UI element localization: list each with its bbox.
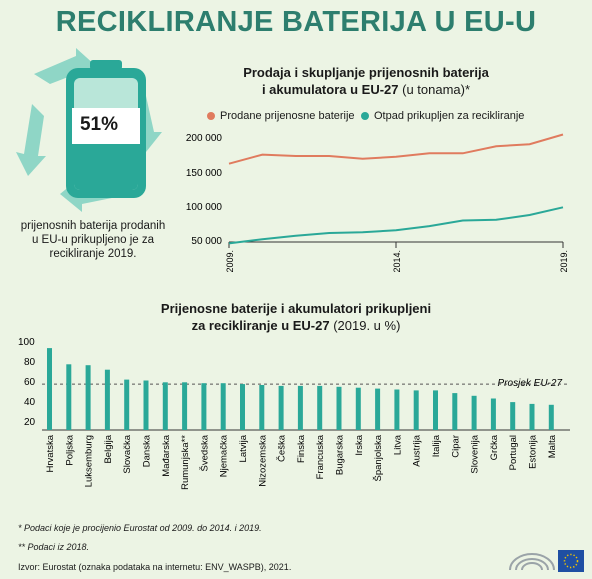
bar [529,403,535,430]
bar [162,382,168,430]
bar-category-label: Slovačka [122,434,133,473]
bar-y-tick-label: 100 [18,337,35,348]
bar [413,390,419,430]
bar-category-label: Španjolska [373,434,384,481]
bar-chart: 100 80 60 40 20 Prosjek EU-27 Hrvatska Po… [18,337,570,490]
bar-chart-title-line2-bold: za recikliranje u EU-27 [191,318,330,333]
line-chart-title: Prodaja i skupljanje prijenosnih baterij… [196,64,536,98]
bar [394,389,400,430]
footnote-2: ** Podaci iz 2018. [18,542,90,552]
bar-category-label: Hrvatska [45,434,56,472]
bar [375,388,381,430]
bar-category-label: Francuska [315,434,326,479]
y-tick-label: 50 000 [191,236,222,247]
bar-category-label: Litva [392,434,403,455]
legend-sold-label: Prodane prijenosne baterije [220,110,355,122]
legend-collected-swatch [361,112,369,120]
bar [220,383,226,430]
bar [259,385,265,430]
bar-category-label: Danska [142,434,153,467]
bar-category-label: Mađarska [161,434,172,476]
x-tick-label: 2019. [559,250,569,273]
bar-y-tick-label: 20 [24,417,36,428]
legend-sold: Prodane prijenosne baterije [207,110,355,122]
page-title: RECIKLIRANJE BATERIJA U EU-U [55,6,537,38]
bar [433,390,438,430]
stat-value: 51% [79,114,119,135]
bar-y-tick-label: 60 [24,377,36,388]
bar-category-label: Luksemburg [84,435,95,487]
bar [510,402,516,430]
bar [452,393,458,430]
bar [201,383,207,430]
line-chart-title-line2-rest: (u tonama)* [398,82,471,97]
bar-category-label: Italija [431,434,442,457]
footnote-1: * Podaci koje je procijenio Eurostat od … [18,523,262,533]
bar-chart-title-line2-rest: (2019. u %) [329,318,401,333]
bar-category-label: Belgija [103,434,114,463]
battery-recycle-graphic [14,44,164,214]
eu-flag-icon [558,550,584,572]
series-line-sold [228,133,564,165]
bar-category-label: Poljska [64,434,75,465]
bar [143,380,149,430]
bar-category-label: Nizozemska [257,434,268,486]
y-tick-label: 200 000 [186,133,223,144]
stat-description: prijenosnih baterija prodanih u EU-u pri… [20,220,166,260]
european-parliament-logo [508,546,586,574]
bar [47,348,52,430]
bar [104,369,110,430]
bar [317,385,323,430]
bar-category-label: Estonija [528,434,539,469]
series-line-collected [228,206,564,245]
bar [240,384,245,430]
x-tick-label: 2009. [225,250,235,273]
bar [548,404,554,430]
bar [182,382,188,430]
bar-category-label: Austrija [412,434,423,466]
bar [297,385,303,430]
bar-chart-title: Prijenosne baterije i akumulatori prikup… [96,300,496,334]
y-tick-label: 150 000 [186,168,223,179]
legend-sold-swatch [207,112,215,120]
bar-category-label: Slovenija [470,434,481,473]
bar [278,385,284,430]
source-note: Izvor: Eurostat (oznaka podataka na inte… [18,562,292,572]
bar [85,365,91,430]
bar-category-label: Rumunjska** [180,435,191,490]
parliament-hemicycle-icon [509,550,584,572]
bar-category-label: Irska [354,434,365,455]
line-chart-title-line2-bold: i akumulatora u EU-27 [261,82,399,97]
bar-category-label: Njemačka [219,434,230,477]
line-chart: 200 000 150 000 100 000 50 000 2009. 201… [186,133,569,273]
recycle-icon [16,48,162,212]
bar-category-label: Bugarska [335,434,346,475]
bar [471,395,477,430]
bar-category-label: Malta [547,434,558,458]
bar [336,386,342,430]
bar-y-tick-label: 40 [24,397,36,408]
bar-category-label: Latvija [238,434,249,462]
bar-category-label: Portugal [508,435,519,470]
bar [355,387,361,430]
line-chart-title-line1: Prodaja i skupljanje prijenosnih baterij… [243,65,489,80]
bar [66,364,72,430]
x-tick-label: 2014. [392,250,402,273]
legend-collected: Otpad prikupljen za recikliranje [361,110,524,122]
legend-collected-label: Otpad prikupljen za recikliranje [374,110,525,122]
bar-chart-title-line1: Prijenosne baterije i akumulatori prikup… [160,301,432,316]
bar-category-label: Finska [296,434,307,463]
bar-category-label: Švedska [199,434,210,471]
average-label: Prosjek EU-27 [498,378,563,389]
bar [124,379,130,430]
bar-category-label: Cipar [450,435,461,458]
bar [490,398,496,430]
bar-y-tick-label: 80 [24,357,36,368]
bar-category-label: Češka [277,434,288,462]
bar-category-label: Grčka [489,434,500,460]
y-tick-label: 100 000 [186,202,223,213]
